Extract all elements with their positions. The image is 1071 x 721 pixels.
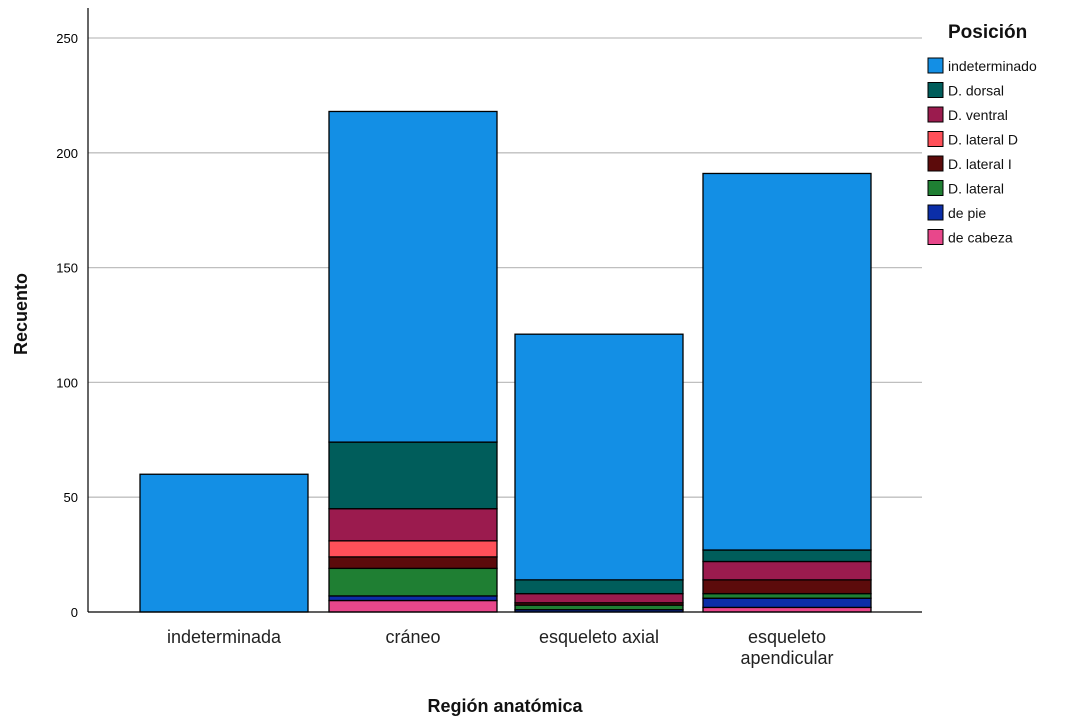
y-tick-label: 0 [71,605,78,620]
y-tick-label: 50 [64,490,78,505]
legend-label: de cabeza [948,230,1013,246]
bar-segment [702,549,872,563]
bar-segment [328,567,498,597]
x-category-label: cráneo [385,627,440,647]
legend-label: de pie [948,205,986,221]
y-tick-labels: 0 50 100 150 200 250 [56,31,78,620]
legend-label: D. dorsal [948,83,1004,99]
y-tick-label: 200 [56,146,78,161]
legend-swatch [927,131,944,147]
x-category-label: indeterminada [167,627,282,647]
legend-title: Posición [948,22,1027,43]
bar-segment [328,599,498,613]
legend-swatch [927,106,944,123]
bar-segment [702,560,872,581]
bar-segment [328,441,498,510]
bar-segment [328,508,498,542]
legend-swatch [927,229,944,245]
x-category-label: esqueleto [748,627,826,647]
legend-swatch [927,155,944,172]
legend-swatch [927,82,944,98]
legend-swatch [927,204,944,221]
bar-segment [702,597,872,609]
x-axis-title: Región anatómica [427,696,583,716]
bar-segment [702,606,872,613]
bars [139,110,872,613]
bar-segment [328,595,498,602]
x-category-labels: indeterminada cráneo esqueleto axial esquel… [167,627,834,668]
legend-label: D. ventral [948,107,1008,123]
x-category-label: apendicular [740,648,833,668]
legend-label: D. lateral I [948,156,1012,172]
y-tick-label: 250 [56,31,78,46]
bar-segment [328,110,498,443]
axes [87,8,922,613]
legend-label: D. lateral [948,181,1004,197]
legend-label: indeterminado [948,58,1037,74]
bar-segment [514,592,684,604]
x-category-label: esqueleto axial [539,627,659,647]
bar-segment [702,592,872,599]
bar-segment [328,556,498,570]
legend-label: D. lateral D [948,132,1018,148]
bar-segment [514,579,684,595]
y-tick-label: 150 [56,261,78,276]
y-axis-title: Recuento [11,273,31,355]
bar-segment [328,540,498,558]
legend: Posición indeterminado D. dorsal D. ventra… [927,22,1037,246]
legend-items: indeterminado D. dorsal D. ventral D. later… [927,57,1037,246]
y-tick-label: 100 [56,375,78,390]
bar-segment [514,333,684,581]
legend-swatch [927,180,944,196]
bar-segment [139,473,309,613]
bar-segment [514,604,684,611]
bar-segment [702,172,872,551]
legend-swatch [927,57,944,74]
bar-segment [702,579,872,595]
